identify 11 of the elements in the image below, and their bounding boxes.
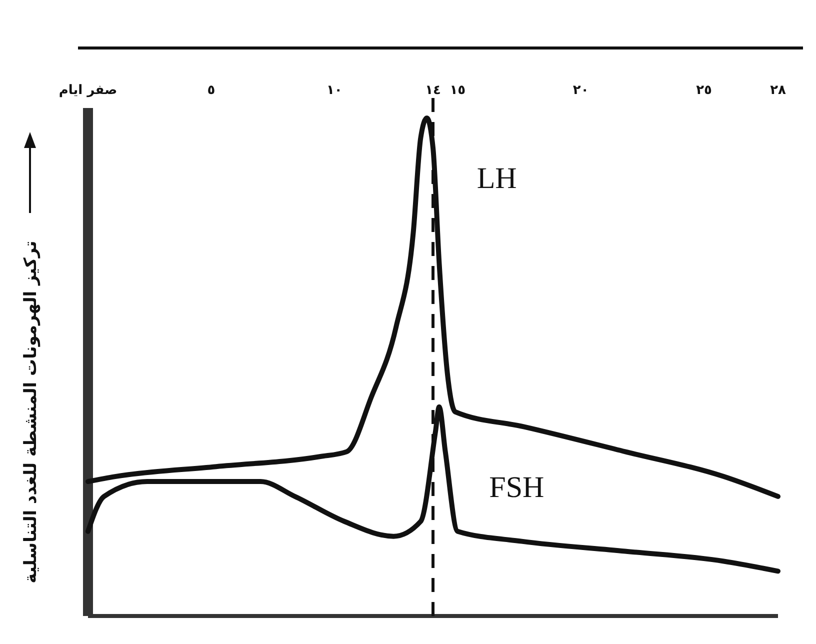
x-tick-label: ١٤ — [425, 83, 441, 98]
series-label: LH — [476, 162, 517, 195]
x-tick-label: ٥ — [207, 83, 216, 98]
x-tick-label: صفر ايام — [58, 83, 118, 98]
series-label: FSH — [489, 470, 544, 504]
x-tick-label: ٢٠ — [572, 83, 589, 98]
x-tick-label: ٢٨ — [770, 83, 786, 98]
y-axis-title: تركيز الهرمونات المنشطة للغدد التناسلية — [21, 240, 41, 584]
x-tick-label: ١٠ — [326, 83, 342, 98]
x-tick-label: ١٥ — [450, 83, 466, 98]
x-tick-label: ٢٥ — [696, 83, 712, 98]
